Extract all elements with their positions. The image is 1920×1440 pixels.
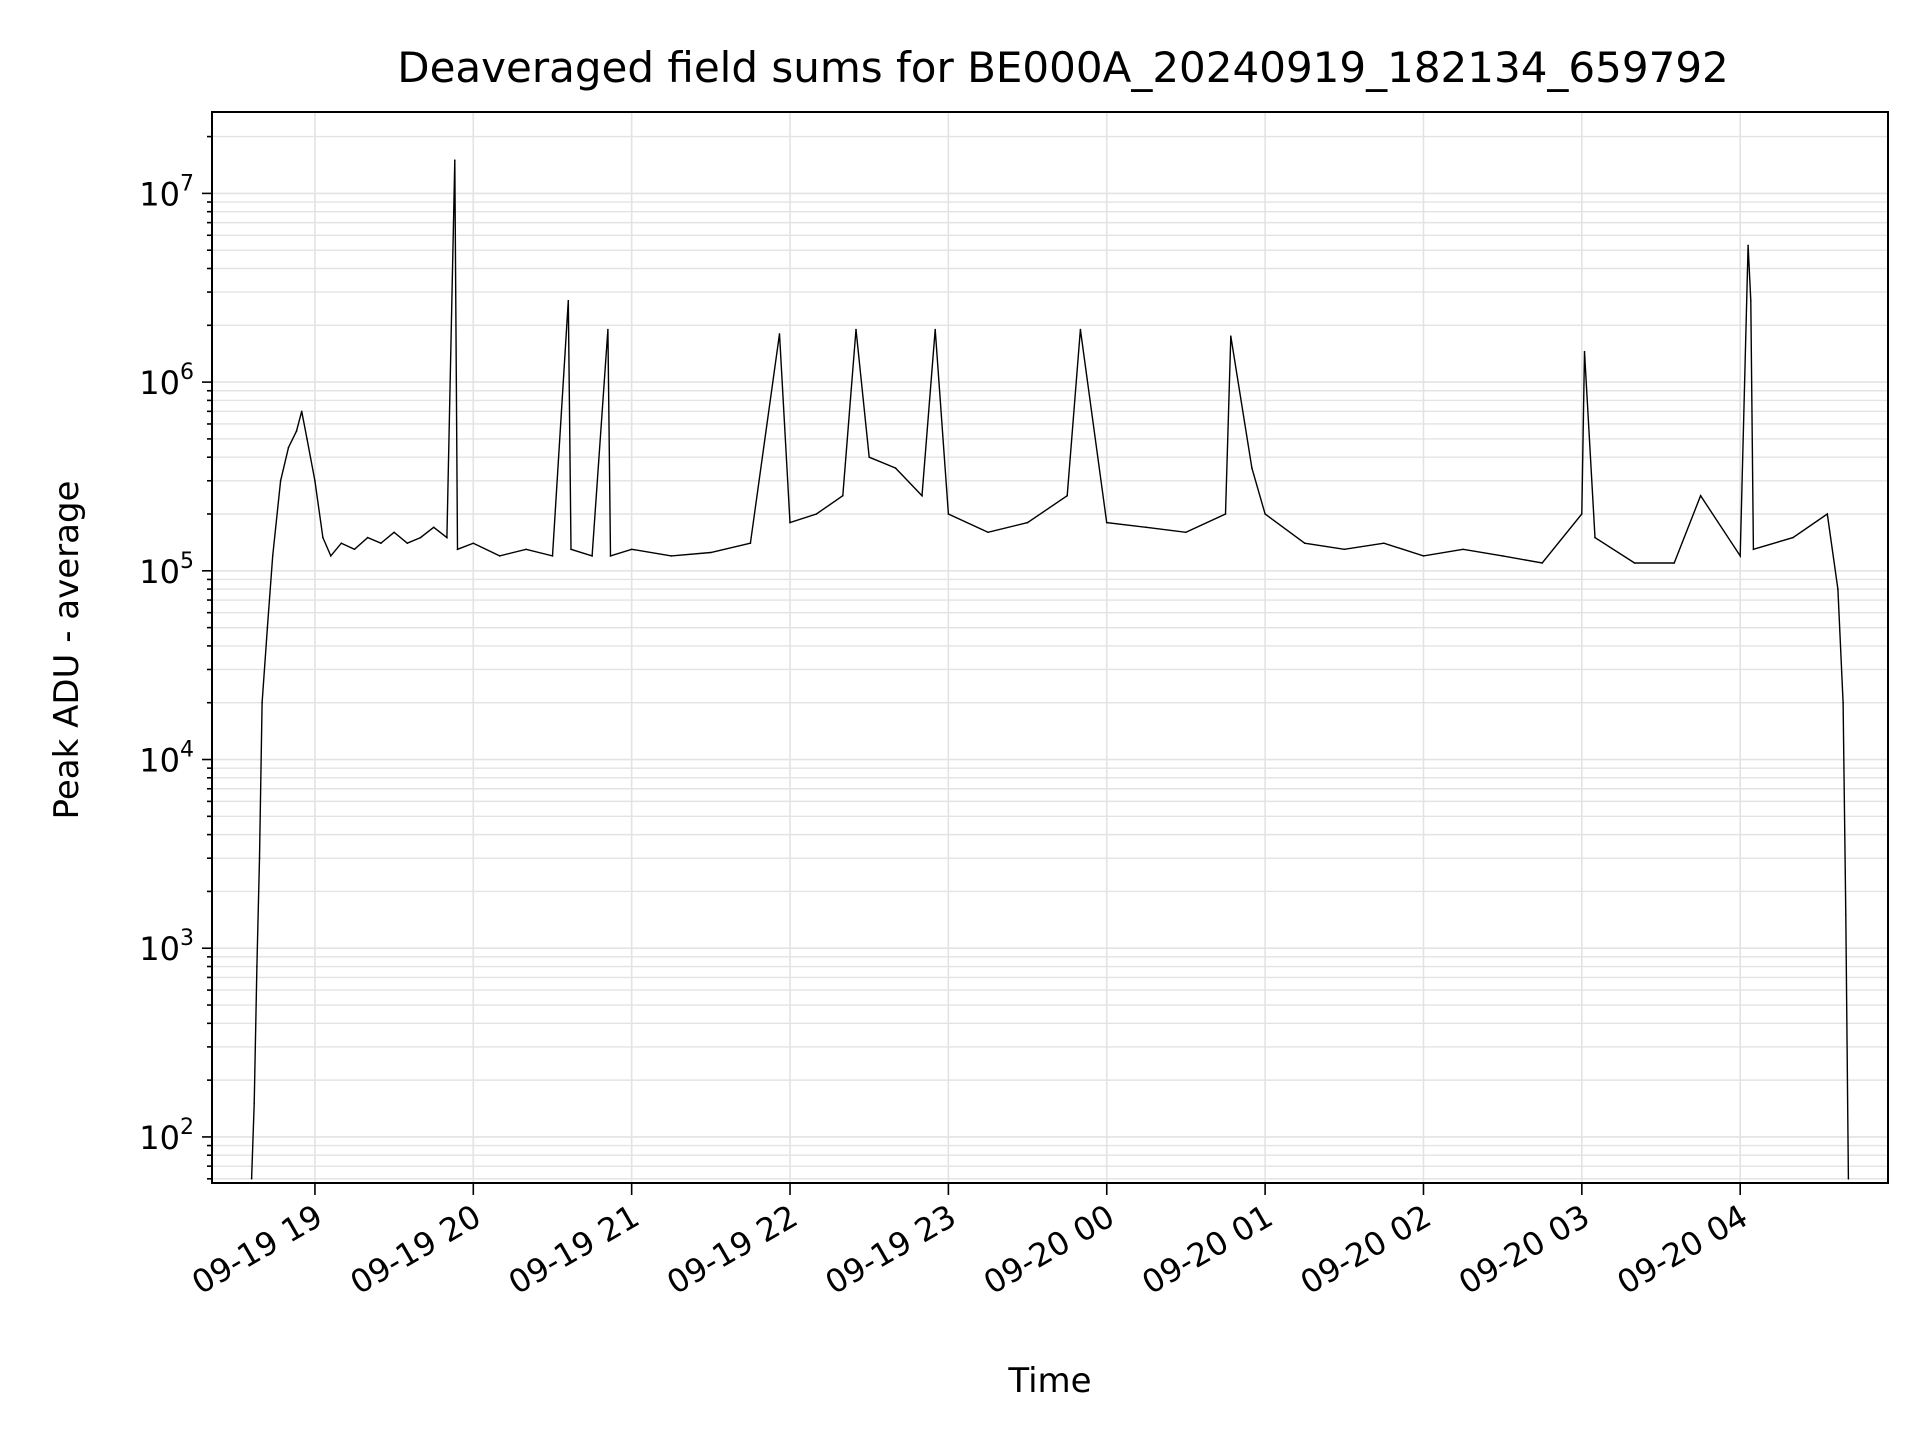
y-tick-label: 105 [139,549,194,591]
data-point [253,1102,255,1105]
data-point [1673,562,1675,564]
data-point [419,536,422,539]
data-point [778,333,781,335]
grid [212,112,1888,1183]
data-point [947,513,950,515]
data-point [1230,335,1232,338]
y-axis-label: Peak ADU - average [47,481,87,820]
data-point [987,531,989,534]
data-point [256,965,258,968]
data-point [749,542,752,544]
data-point [446,536,448,539]
data-point [1185,531,1187,534]
data-point [1847,1178,1850,1180]
data-point [472,542,475,544]
data-point [1462,548,1464,551]
data-point [1750,299,1752,302]
data-point [1845,914,1847,916]
data-point [1699,494,1702,497]
data-point [1826,513,1829,515]
data-point [842,494,844,497]
data-point [454,159,456,161]
data-point [1343,548,1346,551]
data-point [353,548,356,551]
data-point [591,555,593,557]
data-point [393,531,395,534]
data-point [498,555,501,557]
data-point [868,456,870,459]
y-tick-label: 104 [139,738,194,780]
data-point [340,542,343,544]
data-point [295,430,298,432]
data-point [456,548,459,551]
data-point [261,701,263,704]
data-point [1026,521,1029,524]
data-point [380,542,382,544]
data-point [1422,555,1425,557]
data-point [1633,562,1636,564]
y-tick-label: 107 [139,171,194,213]
data-point [1066,494,1068,497]
data-point [1837,588,1839,590]
data-point [366,536,369,539]
data-point [1583,350,1586,353]
data-point [1842,701,1844,704]
plot-area [250,159,1850,1180]
data-point [279,480,282,482]
data-point [630,548,633,551]
data-point [300,410,303,413]
data-point [271,555,274,557]
data-point [1251,467,1253,469]
data-point [258,857,261,859]
data-point [1145,526,1148,529]
data-point [670,555,673,557]
data-point [894,467,897,469]
chart-title: Deaveraged field sums for BE000A_2024091… [397,43,1729,92]
data-point [1747,244,1749,247]
data-point [314,480,316,482]
y-tick-label: 106 [139,360,194,402]
data-point [789,521,791,524]
data-point [525,548,527,551]
data-point [1224,513,1227,515]
data-point [855,328,857,331]
data-point [330,555,332,557]
data-point [1501,555,1504,557]
data-point [432,526,435,529]
data-point [815,513,818,515]
y-tick-label: 102 [139,1115,194,1157]
data-point [607,328,609,331]
data-point [921,494,923,497]
data-point [287,446,290,449]
data-point [406,542,409,544]
data-point [322,536,324,539]
data-point [250,1178,253,1180]
y-tick-label: 103 [139,926,194,968]
data-point [1594,536,1596,539]
data-point [1079,328,1082,331]
x-axis-label: Time [1007,1361,1091,1401]
data-point [1581,513,1583,515]
data-point [1105,521,1108,524]
plot-frame [211,111,1889,1184]
data-point [266,626,269,629]
data-point [306,438,308,440]
data-point [1739,555,1741,557]
data-point [1752,548,1755,551]
data-point [934,328,936,331]
data-point [1383,542,1385,544]
data-point [609,555,612,557]
data-point [570,548,572,551]
data-point [551,555,554,557]
data-point [1264,513,1266,515]
data-point [710,551,712,554]
data-point [1541,562,1543,564]
data-point [567,299,570,302]
data-point [1792,536,1794,539]
data-point [1303,542,1306,544]
